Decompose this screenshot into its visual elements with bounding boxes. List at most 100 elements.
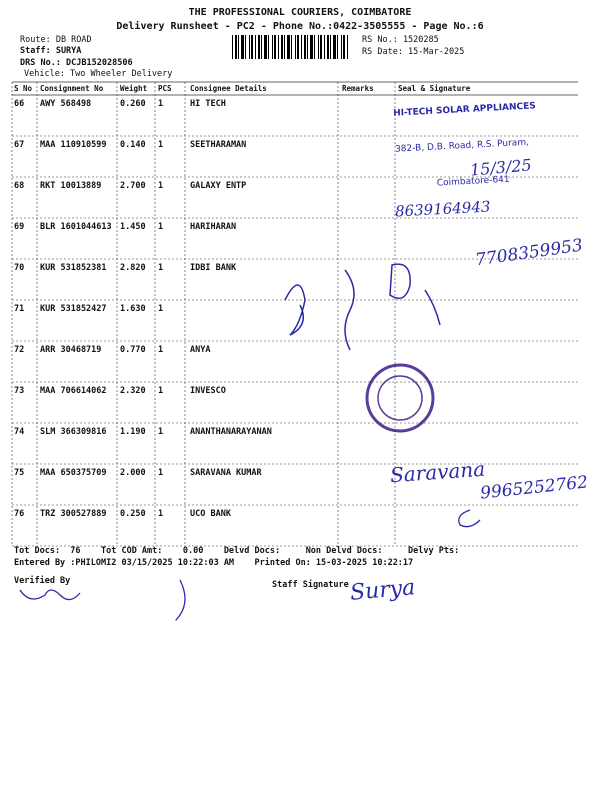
- barcode-bar: [264, 35, 267, 59]
- cell: 68: [14, 181, 25, 191]
- barcode-bar: [307, 35, 308, 59]
- round-stamp-inner: [377, 375, 423, 421]
- barcode-bar: [304, 35, 306, 59]
- cell: 0.770: [120, 345, 146, 355]
- cell: 1.450: [120, 222, 146, 232]
- cell: RKT 10013889: [40, 181, 102, 191]
- signature-scribble: [284, 263, 441, 351]
- cell: 1: [158, 427, 164, 437]
- cell: KUR 531852381: [40, 263, 107, 273]
- barcode-bar: [255, 35, 256, 59]
- cell: ANYA: [190, 345, 211, 355]
- cell: 1: [158, 181, 164, 191]
- column-header: Remarks: [342, 84, 374, 93]
- barcode-bar: [284, 35, 285, 59]
- stamp-name: HI-TECH SOLAR APPLIANCES: [392, 101, 537, 119]
- cell: 67: [14, 140, 25, 150]
- barcode-bar: [327, 35, 329, 59]
- entered-by: Entered By :PHILOMI2 03/15/2025 10:22:03…: [14, 558, 414, 568]
- barcode-bar: [333, 35, 336, 59]
- totals: Tot Docs: 76 Tot COD Amt: 0.00 Delvd Doc…: [14, 546, 460, 556]
- rs-no: RS No.: 1520285: [362, 35, 439, 45]
- cell: 2.320: [120, 386, 146, 396]
- cell: 2.000: [120, 468, 146, 478]
- cell: 1.630: [120, 304, 146, 314]
- barcode-bar: [287, 35, 290, 59]
- stamp-address: 382-B, D.B. Road, R.S. Puram,: [394, 137, 530, 155]
- cell: 2.820: [120, 263, 146, 273]
- cell: 1: [158, 386, 164, 396]
- drs-no: DRS No.: DCJB152028506: [20, 58, 133, 68]
- cell: 0.260: [120, 99, 146, 109]
- barcode-bar: [347, 35, 348, 59]
- barcode-bar: [314, 35, 315, 59]
- barcode-bar: [268, 35, 269, 59]
- barcode-bar: [330, 35, 331, 59]
- signature-scribble: [19, 509, 481, 621]
- cell: 73: [14, 386, 25, 396]
- cell: 71: [14, 304, 25, 314]
- cell: 0.140: [120, 140, 146, 150]
- barcode-bar: [324, 35, 325, 59]
- round-stamp: [365, 363, 435, 433]
- cell: HARIHARAN: [190, 222, 237, 232]
- column-header: S No: [14, 84, 33, 93]
- barcode-bar: [232, 35, 233, 59]
- barcode-bar: [235, 35, 237, 59]
- barcode-bar: [318, 35, 319, 59]
- cell: MAA 650375709: [40, 468, 107, 478]
- cell: 75: [14, 468, 25, 478]
- column-header: Seal & Signature: [398, 84, 471, 93]
- cell: 1: [158, 222, 164, 232]
- route: Route: DB ROAD: [20, 35, 92, 45]
- barcode-bar: [343, 35, 345, 59]
- barcode-bar: [278, 35, 279, 59]
- column-header: Weight: [120, 84, 148, 93]
- cell: 1: [158, 140, 164, 150]
- cell: 1: [158, 468, 164, 478]
- barcode-bar: [261, 35, 262, 59]
- cell: IDBI BANK: [190, 263, 237, 273]
- column-header: Consignment No: [40, 84, 104, 93]
- cell: 76: [14, 509, 25, 519]
- barcode-bar: [238, 35, 239, 59]
- column-header: Consignee Details: [190, 84, 267, 93]
- barcode-bar: [297, 35, 299, 59]
- cell: ARR 30468719: [40, 345, 102, 355]
- barcode-bar: [274, 35, 276, 59]
- cell: 1: [158, 263, 164, 273]
- barcode-bar: [310, 35, 313, 59]
- cell: MAA 110910599: [40, 140, 107, 150]
- cell: KUR 531852427: [40, 304, 107, 314]
- barcode-bar: [295, 35, 296, 59]
- verified-by: Verified By: [14, 576, 71, 586]
- cell: UCO BANK: [190, 509, 231, 519]
- cell: 2.700: [120, 181, 146, 191]
- stamp: HI-TECH SOLAR APPLIANCES 382-B, D.B. Roa…: [392, 76, 541, 215]
- company: THE PROFESSIONAL COURIERS, COIMBATORE: [188, 7, 412, 18]
- cell: BLR 1601044613: [40, 222, 112, 232]
- barcode-bar: [249, 35, 250, 59]
- cell: 1.190: [120, 427, 146, 437]
- barcode-bar: [281, 35, 283, 59]
- barcode-bar: [245, 35, 246, 59]
- barcode-bar: [258, 35, 260, 59]
- barcode-bar: [251, 35, 253, 59]
- barcode-bar: [341, 35, 342, 59]
- barcode-bar: [241, 35, 244, 59]
- cell: 1: [158, 509, 164, 519]
- cell: SLM 366309816: [40, 427, 107, 437]
- barcode-bar: [291, 35, 292, 59]
- cell: SEETHARAMAN: [190, 140, 247, 150]
- cell: AWY 568498: [40, 99, 92, 109]
- cell: 1: [158, 99, 164, 109]
- cell: HI TECH: [190, 99, 226, 109]
- cell: INVESCO: [190, 386, 226, 396]
- barcode: [232, 35, 348, 59]
- cell: 74: [14, 427, 25, 437]
- staff: Staff: SURYA: [20, 46, 82, 56]
- rs-date: RS Date: 15-Mar-2025: [362, 47, 465, 57]
- cell: 70: [14, 263, 25, 273]
